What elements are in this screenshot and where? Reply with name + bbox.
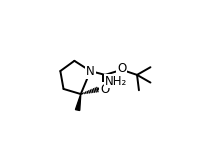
Text: N: N	[86, 65, 95, 78]
Text: O: O	[117, 62, 126, 75]
Text: NH₂: NH₂	[105, 75, 127, 88]
Text: O: O	[100, 83, 110, 96]
Polygon shape	[75, 94, 81, 110]
